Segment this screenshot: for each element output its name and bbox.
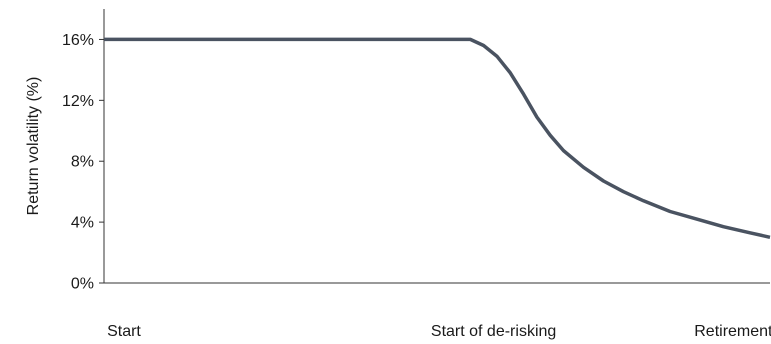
series-group bbox=[104, 37, 771, 240]
y-tick-label: 8% bbox=[71, 154, 94, 171]
y-tick-label: 4% bbox=[71, 215, 94, 232]
y-axis-title: Return volatility (%) bbox=[25, 77, 42, 216]
y-tick-label: 0% bbox=[71, 276, 94, 293]
x-tick-label: Retirement bbox=[694, 323, 771, 340]
y-tick-label: 16% bbox=[62, 32, 94, 49]
x-axis-ticks: Start Start of de-risking Retirement bbox=[107, 323, 771, 340]
x-tick-label: Start bbox=[107, 323, 141, 340]
series-line bbox=[104, 37, 771, 240]
y-tick-label: 12% bbox=[62, 93, 94, 110]
x-tick-label: Start of de-risking bbox=[431, 323, 556, 340]
y-axis-ticks: 0% 4% 8% 12% 16% bbox=[62, 32, 104, 293]
